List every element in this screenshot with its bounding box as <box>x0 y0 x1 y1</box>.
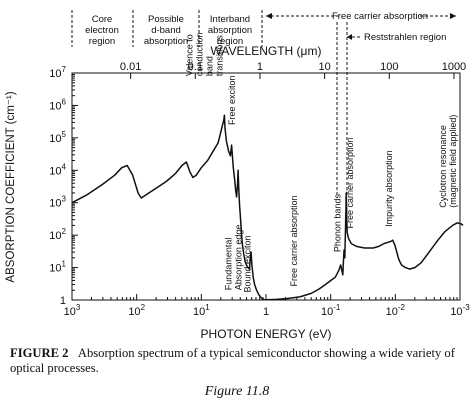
absorption-spectrum-chart: CoreelectronregionPossibled-bandabsorpti… <box>5 10 470 341</box>
y-tick-base: 10 <box>49 100 61 112</box>
y-tick-exp: 5 <box>62 130 67 139</box>
axis-ticks: 103 102 101 1 10-1 10-2 10-3110110210310410510… <box>49 61 470 318</box>
y-tick-base: 10 <box>49 133 61 145</box>
x-tick-exp: 2 <box>141 303 146 312</box>
y-tick-base: 10 <box>49 68 61 80</box>
wavelength-tick-label: 1 <box>257 61 263 73</box>
region-label: absorption <box>208 25 252 36</box>
figure-label: Figure 11.8 <box>204 384 270 399</box>
x-tick-label: 10-1 <box>321 303 341 318</box>
annotation-group: Impurity absorption <box>384 150 394 227</box>
x-tick-base: 10 <box>386 306 398 318</box>
caption-label: FIGURE 2 <box>10 346 69 360</box>
y-tick-label: 104 <box>49 162 66 177</box>
annotation-group: Cyclotron resonance (magnetic field appli… <box>438 115 458 208</box>
x-tick-exp: -1 <box>333 303 341 312</box>
x-tick-base: 1 <box>263 306 269 318</box>
arrowhead <box>347 34 352 40</box>
wavelength-tick-label: 100 <box>380 61 398 73</box>
arrowhead <box>266 13 272 19</box>
x-tick-label: 101 <box>193 303 210 318</box>
annotation-label: (magnetic field applied) <box>448 115 458 208</box>
y-tick-label: 105 <box>49 130 66 145</box>
region-label: region <box>217 36 243 47</box>
arrowhead <box>450 13 456 19</box>
y-tick-exp: 2 <box>62 227 67 236</box>
wavelength-tick-label: 0.1 <box>188 61 203 73</box>
x-tick-exp: 3 <box>76 303 81 312</box>
y-tick-base: 10 <box>49 230 61 242</box>
region-label: Core <box>92 14 113 25</box>
y-tick-base: 10 <box>49 165 61 177</box>
annotation-group: Free carrier absorption <box>345 137 355 228</box>
annotation-group: Valence to conduction band transitions <box>185 33 225 77</box>
y-tick-label: 106 <box>49 97 66 112</box>
y-tick-exp: 6 <box>62 97 67 106</box>
x-tick-base: 10 <box>321 306 333 318</box>
y-tick-label: 101 <box>49 260 66 275</box>
reststrahlen-label: Reststrahlen region <box>364 32 446 43</box>
region-label: electron <box>85 25 119 36</box>
y-axis-label: ABSORPTION COEFFICIENT (cm⁻¹) <box>5 91 17 282</box>
top-axis-label: WAVELENGTH (μm) <box>211 44 322 58</box>
wavelength-tick-label: 1000 <box>442 61 466 73</box>
x-tick-label: 10-3 <box>450 303 470 318</box>
y-tick-label: 102 <box>49 227 66 242</box>
y-tick-base: 1 <box>60 295 66 307</box>
annotation-label: Free carrier absorption <box>345 137 355 228</box>
x-tick-base: 10 <box>128 306 140 318</box>
top-region-brackets: CoreelectronregionPossibled-bandabsorpti… <box>71 10 456 195</box>
annotation-label: Cyclotron resonance <box>438 125 448 208</box>
x-tick-label: 102 <box>128 303 145 318</box>
annotation-group: Free exciton <box>227 75 237 125</box>
annotation-label: Free exciton <box>227 75 237 125</box>
figure-caption: FIGURE 2 Absorption spectrum of a typica… <box>10 346 468 376</box>
wavelength-tick-label: 0.01 <box>120 61 141 73</box>
y-tick-exp: 3 <box>62 195 67 204</box>
caption-text: Absorption spectrum of a typical semicon… <box>10 346 455 375</box>
x-tick-base: 10 <box>450 306 462 318</box>
region-label: absorption <box>144 36 188 47</box>
y-tick-label: 103 <box>49 195 66 210</box>
free-carrier-label: Free carrier absorption <box>332 11 428 22</box>
y-tick-label: 107 <box>49 65 66 80</box>
x-tick-exp: -3 <box>463 303 471 312</box>
annotation-label: Impurity absorption <box>384 150 394 227</box>
y-tick-label: 1 <box>60 295 66 307</box>
x-tick-base: 10 <box>64 306 76 318</box>
y-tick-exp: 4 <box>62 162 67 171</box>
annotation-label: conduction <box>195 33 205 77</box>
region-label: Interband <box>210 14 250 25</box>
annotation-group: Fundamental Absorption edge <box>223 225 243 291</box>
x-tick-label: 10-2 <box>386 303 406 318</box>
annotation-label: band <box>205 56 215 76</box>
region-label: Possible <box>148 14 184 25</box>
absorption-curve <box>71 114 464 301</box>
annotation-group: Bound exciton <box>242 235 252 292</box>
annotation-label: Phonon bands <box>333 194 343 253</box>
annotation-label: Absorption edge <box>233 225 243 291</box>
y-tick-exp: 1 <box>62 260 67 269</box>
x-tick-label: 1 <box>263 306 269 318</box>
annotation-label: transitions <box>215 35 225 77</box>
curve-group <box>71 114 464 301</box>
annotation-label: Valence to <box>185 34 195 76</box>
x-tick-label: 103 <box>64 303 81 318</box>
annotation-label: Free carrier absorption <box>289 195 299 286</box>
y-tick-exp: 7 <box>62 65 67 74</box>
x-axis-label: PHOTON ENERGY (eV) <box>201 327 332 341</box>
annotations: Valence to conduction band transitionsFree … <box>185 33 459 293</box>
region-label: d-band <box>151 25 181 36</box>
annotation-group: Phonon bands <box>333 194 343 253</box>
annotation-group: Free carrier absorption <box>289 195 299 286</box>
y-tick-base: 10 <box>49 198 61 210</box>
annotation-label: Fundamental <box>223 238 233 291</box>
region-label: region <box>89 36 115 47</box>
annotation-label: Bound exciton <box>242 235 252 292</box>
y-tick-base: 10 <box>49 263 61 275</box>
wavelength-tick-label: 10 <box>319 61 331 73</box>
x-tick-exp: -2 <box>398 303 406 312</box>
x-tick-base: 10 <box>193 306 205 318</box>
x-tick-exp: 1 <box>205 303 210 312</box>
